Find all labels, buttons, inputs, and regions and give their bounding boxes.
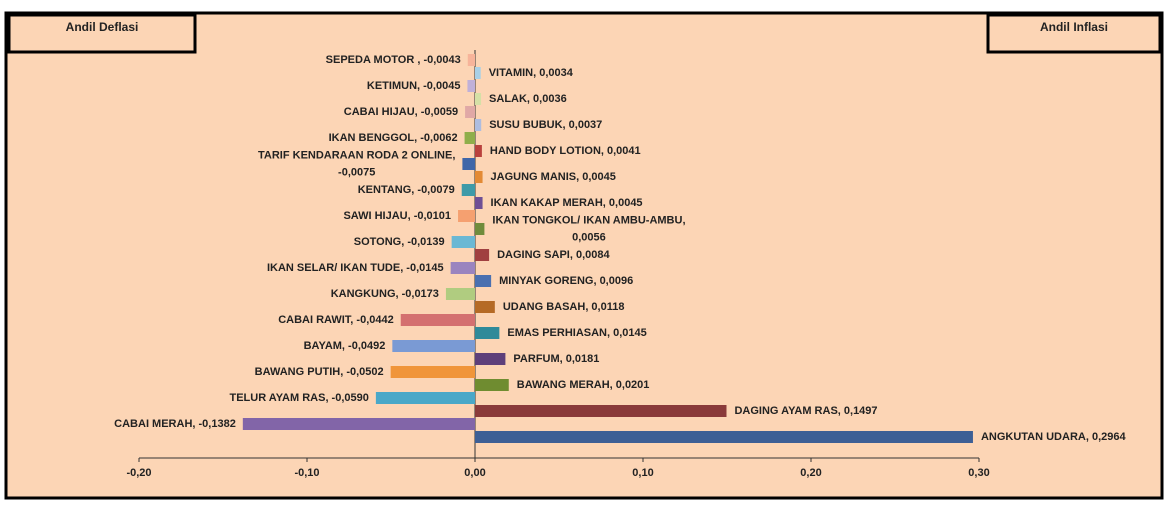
bar	[475, 93, 482, 105]
data-label: BAWANG PUTIH, -0,0502	[255, 366, 384, 378]
data-label: DAGING SAPI, 0,0084	[497, 249, 610, 261]
bar	[475, 67, 481, 79]
bar	[475, 431, 973, 443]
data-label: IKAN BENGGOL, -0,0062	[329, 132, 458, 144]
chart-background	[4, 11, 1164, 500]
data-label: IKAN KAKAP MERAH, 0,0045	[491, 197, 643, 209]
bar	[450, 262, 475, 274]
data-label: CABAI HIJAU, -0,0059	[344, 106, 458, 118]
data-label: SUSU BUBUK, 0,0037	[489, 119, 602, 131]
data-label: BAWANG MERAH, 0,0201	[517, 379, 650, 391]
data-label: IKAN TONGKOL/ IKAN AMBU-AMBU, 0,0056	[492, 214, 685, 243]
deflation-label: Andil Deflasi	[66, 20, 139, 34]
data-label: KENTANG, -0,0079	[358, 184, 455, 196]
bar	[467, 54, 475, 66]
data-label: IKAN SELAR/ IKAN TUDE, -0,0145	[267, 262, 444, 274]
data-label-line: TARIF KENDARAAN RODA 2 ONLINE,	[258, 149, 455, 161]
bar	[465, 106, 475, 118]
inflation-label: Andil Inflasi	[1040, 20, 1108, 34]
data-label: UDANG BASAH, 0,0118	[503, 301, 625, 313]
data-label: KETIMUN, -0,0045	[367, 80, 461, 92]
bar	[458, 210, 475, 222]
x-tick-label: -0,10	[294, 467, 319, 479]
bar	[475, 223, 485, 235]
x-tick-label: 0,30	[968, 467, 989, 479]
bar	[464, 132, 475, 144]
bar	[392, 340, 475, 352]
data-label: SALAK, 0,0036	[489, 93, 567, 105]
data-label: BAYAM, -0,0492	[304, 340, 386, 352]
bar	[475, 379, 509, 391]
bar	[475, 171, 483, 183]
bar	[475, 327, 500, 339]
bar	[461, 184, 475, 196]
bar	[451, 236, 475, 248]
deflation-box	[7, 13, 197, 54]
data-label: ANGKUTAN UDARA, 0,2964	[981, 431, 1127, 443]
bar	[475, 249, 490, 261]
data-label: HAND BODY LOTION, 0,0041	[490, 145, 641, 157]
bar	[475, 405, 727, 417]
inflation-box	[986, 13, 1162, 54]
data-label: EMAS PERHIASAN, 0,0145	[507, 327, 646, 339]
bar	[462, 158, 475, 170]
bar	[400, 314, 475, 326]
data-label: TARIF KENDARAAN RODA 2 ONLINE, -0,0075	[258, 149, 455, 178]
data-label: SAWI HIJAU, -0,0101	[343, 210, 451, 222]
data-label: CABAI RAWIT, -0,0442	[278, 314, 394, 326]
bar	[467, 80, 475, 92]
bar	[242, 418, 475, 430]
bar	[445, 288, 475, 300]
bar	[475, 353, 506, 365]
data-label: TELUR AYAM RAS, -0,0590	[229, 392, 368, 404]
data-label: MINYAK GORENG, 0,0096	[499, 275, 633, 287]
bar	[475, 145, 482, 157]
data-label: KANGKUNG, -0,0173	[331, 288, 439, 300]
data-label: CABAI MERAH, -0,1382	[114, 418, 236, 430]
data-label: SEPEDA MOTOR , -0,0043	[326, 54, 461, 66]
x-tick-label: 0,20	[800, 467, 821, 479]
bar	[475, 119, 482, 131]
data-label: PARFUM, 0,0181	[513, 353, 599, 365]
bar	[475, 275, 492, 287]
bar	[375, 392, 475, 404]
data-label-line: 0,0056	[572, 231, 606, 243]
data-label: DAGING AYAM RAS, 0,1497	[734, 405, 877, 417]
data-label-line: -0,0075	[338, 166, 375, 178]
data-label: SOTONG, -0,0139	[354, 236, 445, 248]
bar	[475, 197, 483, 209]
bar	[475, 301, 495, 313]
data-label: VITAMIN, 0,0034	[489, 67, 574, 79]
data-label: JAGUNG MANIS, 0,0045	[491, 171, 616, 183]
x-tick-label: 0,00	[464, 467, 485, 479]
bar	[390, 366, 475, 378]
x-tick-label: -0,20	[126, 467, 151, 479]
data-label-line: IKAN TONGKOL/ IKAN AMBU-AMBU,	[492, 214, 685, 226]
x-tick-label: 0,10	[632, 467, 653, 479]
